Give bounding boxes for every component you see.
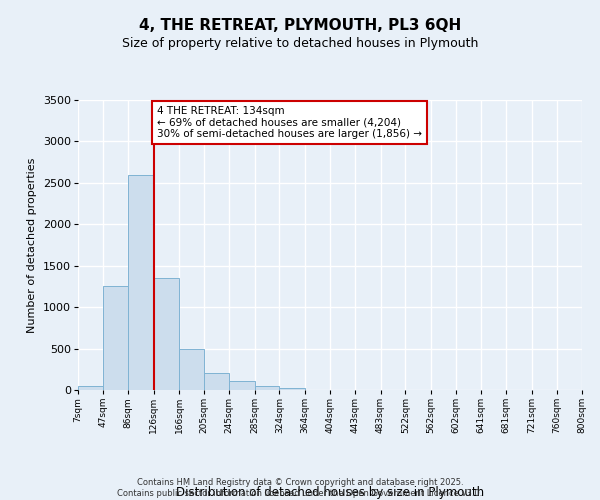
Bar — [154, 278, 179, 390]
Bar — [179, 348, 204, 390]
Bar — [254, 386, 280, 390]
Y-axis label: Number of detached properties: Number of detached properties — [28, 158, 37, 332]
Text: 4 THE RETREAT: 134sqm
← 69% of detached houses are smaller (4,204)
30% of semi-d: 4 THE RETREAT: 134sqm ← 69% of detached … — [157, 106, 422, 139]
Text: Size of property relative to detached houses in Plymouth: Size of property relative to detached ho… — [122, 38, 478, 51]
Bar — [103, 286, 128, 390]
Text: 4, THE RETREAT, PLYMOUTH, PL3 6QH: 4, THE RETREAT, PLYMOUTH, PL3 6QH — [139, 18, 461, 32]
Bar — [229, 381, 254, 390]
Bar — [280, 388, 305, 390]
Text: Contains HM Land Registry data © Crown copyright and database right 2025.
Contai: Contains HM Land Registry data © Crown c… — [118, 478, 482, 498]
Bar — [78, 386, 103, 390]
Bar — [204, 374, 229, 390]
Bar — [128, 174, 154, 390]
X-axis label: Distribution of detached houses by size in Plymouth: Distribution of detached houses by size … — [176, 486, 484, 499]
